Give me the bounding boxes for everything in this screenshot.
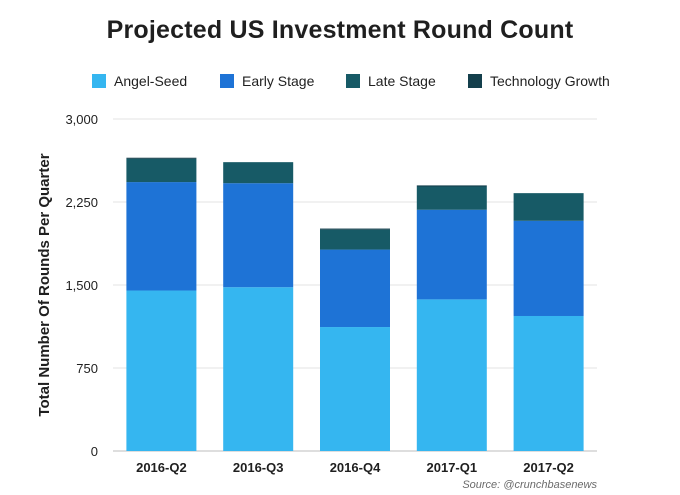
bar-segment-late-stage	[513, 193, 584, 221]
legend-label: Late Stage	[368, 73, 436, 89]
x-tick-label: 2017-Q2	[523, 460, 574, 475]
y-tick-label: 2,250	[65, 195, 98, 210]
legend-swatch	[468, 74, 482, 88]
y-axis-label: Total Number Of Rounds Per Quarter	[36, 153, 53, 416]
bar-segment-technology-growth	[416, 185, 487, 187]
bar-segment-technology-growth	[126, 157, 197, 159]
bar-segment-technology-growth	[320, 228, 390, 230]
legend-swatch	[220, 74, 234, 88]
bar-segment-angel-seed	[126, 290, 197, 451]
bar-segment-angel-seed	[320, 327, 390, 451]
bars	[126, 157, 584, 451]
bar-segment-angel-seed	[223, 287, 294, 451]
bar-segment-late-stage	[126, 158, 197, 183]
x-axis-ticks: 2016-Q2 2016-Q3 2016-Q4 2017-Q1 2017-Q2	[136, 460, 574, 475]
y-tick-label: 750	[76, 361, 98, 376]
legend-label: Technology Growth	[490, 73, 610, 89]
y-tick-label: 1,500	[65, 278, 98, 293]
legend-label: Early Stage	[242, 73, 315, 89]
bar-segment-late-stage	[416, 186, 487, 210]
x-tick-label: 2017-Q1	[427, 460, 478, 475]
bar-segment-early-stage	[126, 182, 197, 291]
legend-swatch	[92, 74, 106, 88]
bar-segment-late-stage	[320, 229, 390, 250]
bar-segment-late-stage	[223, 162, 294, 184]
bar-segment-angel-seed	[416, 299, 487, 451]
chart-title: Projected US Investment Round Count	[106, 16, 574, 44]
legend-swatch	[346, 74, 360, 88]
y-tick-label: 3,000	[65, 112, 98, 127]
y-axis-ticks: 0 750 1,500 2,250 3,000	[65, 112, 98, 459]
bar-segment-early-stage	[416, 209, 487, 300]
y-tick-label: 0	[91, 444, 98, 459]
bar-segment-early-stage	[223, 183, 294, 288]
x-tick-label: 2016-Q2	[136, 460, 187, 475]
bar-segment-early-stage	[513, 220, 584, 316]
legend-label: Angel-Seed	[114, 73, 187, 89]
source-note: Source: @crunchbasenews	[462, 479, 597, 491]
x-tick-label: 2016-Q4	[330, 460, 381, 475]
x-tick-label: 2016-Q3	[233, 460, 284, 475]
legend: Angel-Seed Early Stage Late Stage Technolog…	[92, 73, 610, 89]
bar-segment-angel-seed	[513, 315, 584, 451]
bar-segment-early-stage	[320, 249, 390, 328]
